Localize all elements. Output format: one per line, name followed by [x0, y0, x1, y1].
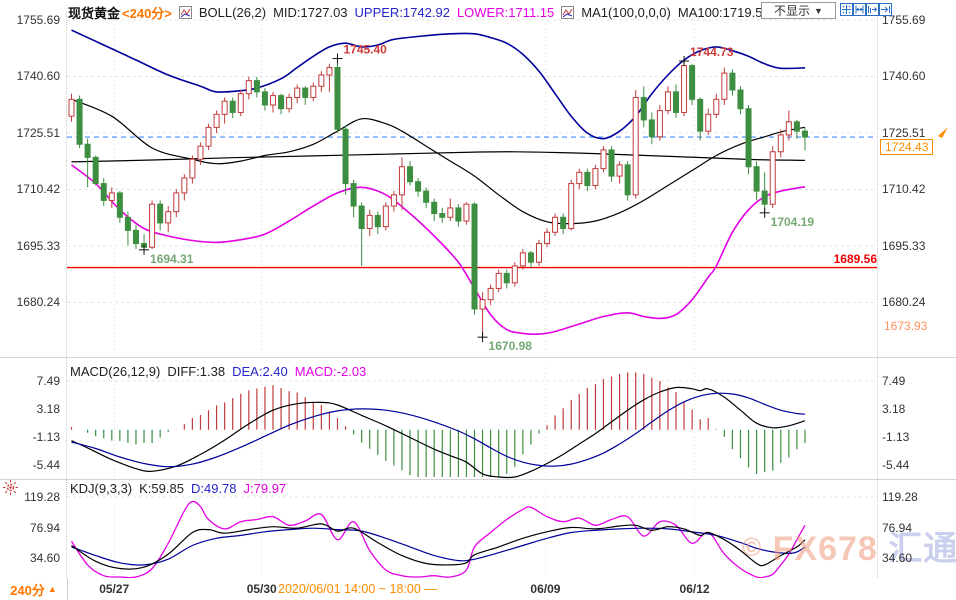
y-axis-label: 76.94 — [882, 520, 913, 535]
y-axis-label: 1725.51 — [882, 125, 926, 140]
y-axis-label: 1695.33 — [16, 238, 60, 253]
y-axis-label: 1740.60 — [16, 69, 60, 84]
kdj-pane — [70, 500, 806, 579]
y-axis-label: 3.18 — [36, 402, 60, 417]
boll-lower-value: LOWER:1711.15 — [456, 5, 555, 20]
y-axis-label: 7.49 — [36, 374, 60, 389]
x-axis-date-label: 06/12 — [679, 582, 710, 596]
interval-selector[interactable]: 240分 ▲ — [0, 578, 68, 600]
dropdown-label: 不显示 — [774, 4, 811, 18]
y-axis-label: 1740.60 — [882, 69, 926, 84]
main-chart-header: 现货黄金 <240分> BOLL(26,2) MID:1727.03 UPPER… — [68, 3, 762, 22]
kdj-d-value: D:49.78 — [190, 481, 237, 496]
toolbar-crosshair-icon[interactable] — [840, 3, 853, 16]
kdj-header: KDJ(9,3,3) K:59.85 D:49.78 J:79.97 — [70, 481, 286, 496]
price-annotation: 1670.98 — [489, 339, 533, 353]
display-mode-dropdown[interactable]: 不显示 ▼ — [761, 2, 836, 19]
y-axis-label: 1680.24 — [16, 295, 60, 310]
y-axis-label: 119.28 — [24, 489, 60, 504]
y-axis-label: 34.60 — [882, 551, 913, 565]
plot-left-boundary — [66, 12, 67, 577]
y-axis-label: -5.44 — [882, 458, 910, 473]
lower-extreme-label: 1673.93 — [884, 319, 928, 333]
main-price-pane — [67, 29, 948, 336]
macd-hist-value: MACD:-2.03 — [294, 364, 367, 379]
price-annotations: 1745.40 1744.73 1694.31 1670.98 1704.19 — [139, 43, 815, 353]
y-axis-label: 7.49 — [882, 374, 906, 389]
kdj-k-value: K:59.85 — [139, 481, 184, 496]
y-axis-label: -5.44 — [32, 458, 60, 473]
macd-pane — [70, 372, 806, 479]
y-axis-label: 76.94 — [29, 520, 60, 535]
y-axis-label: 1755.69 — [16, 13, 60, 27]
ma100-value: MA100:1719.5 — [677, 5, 763, 20]
y-axis-label: 1695.33 — [882, 238, 926, 253]
theme-sun-icon[interactable] — [2, 479, 19, 496]
x-axis-date-label: 05/27 — [99, 582, 130, 596]
x-axis-date-label: 06/09 — [530, 582, 561, 596]
support-level-label: 1689.56 — [833, 252, 877, 266]
candles — [68, 58, 808, 338]
indicator-chart-icon — [178, 6, 192, 19]
macd-diff-value: DIFF:1.38 — [167, 364, 226, 379]
indicator-chart-icon — [561, 6, 575, 19]
x-axis-date-label: 05/30 — [246, 582, 277, 596]
boll-params: BOLL(26,2) — [198, 5, 267, 20]
macd-dea-value: DEA:2.40 — [232, 364, 288, 379]
toolbar-jump-to-latest-icon[interactable] — [879, 3, 892, 16]
toolbar-zoom-horizontal-icon[interactable] — [853, 3, 866, 16]
y-axis-label: 1710.42 — [882, 182, 926, 197]
y-axis-label: -1.13 — [32, 430, 60, 445]
y-axis-label: 3.18 — [882, 402, 906, 417]
ma-params: MA1(100,0,0,0) — [581, 5, 671, 20]
price-annotation: 1694.31 — [150, 252, 194, 266]
y-axis-label: -1.13 — [882, 430, 910, 445]
time-axis-bar: 240分 ▲ 2020/06/01 14:00 ~ 18:00 — 05/27 0… — [0, 578, 956, 600]
interval-label: 240分 — [10, 582, 45, 598]
price-annotation: 1745.40 — [343, 43, 387, 57]
kdj-j-value: J:79.97 — [243, 481, 287, 496]
boll-mid-value: MID:1727.03 — [273, 5, 348, 20]
y-axis-label: 1680.24 — [882, 295, 926, 310]
price-annotation: 1704.19 — [771, 215, 815, 229]
chevron-down-icon: ▼ — [814, 5, 823, 16]
session-info: 2020/06/01 14:00 ~ 18:00 — — [278, 582, 437, 596]
macd-params: MACD(26,12,9) — [70, 364, 161, 379]
y-axis-label: 1710.42 — [16, 182, 60, 197]
y-axis-label: 1755.69 — [882, 13, 926, 27]
interval-tag: <240分> — [122, 6, 172, 21]
macd-header: MACD(26,12,9) DIFF:1.38 DEA:2.40 MACD:-2… — [70, 364, 366, 379]
kdj-params: KDJ(9,3,3) — [70, 481, 133, 496]
y-axis-label: 1725.51 — [16, 125, 60, 140]
toolbar-scroll-forward-icon[interactable] — [866, 3, 879, 16]
pane-separator — [0, 357, 956, 358]
triangle-up-icon: ▲ — [47, 584, 57, 594]
price-pointer-icon — [938, 127, 948, 138]
price-annotation: 1744.73 — [690, 45, 734, 59]
y-axis-label: 119.28 — [882, 489, 918, 504]
pane-separator — [0, 479, 956, 480]
current-price-tag: 1724.43 — [880, 139, 934, 155]
y-axis-label: 34.60 — [29, 551, 60, 565]
symbol-name: 现货黄金 — [68, 6, 121, 21]
boll-upper-value: UPPER:1742.92 — [354, 5, 450, 20]
plot-right-boundary — [877, 12, 878, 577]
